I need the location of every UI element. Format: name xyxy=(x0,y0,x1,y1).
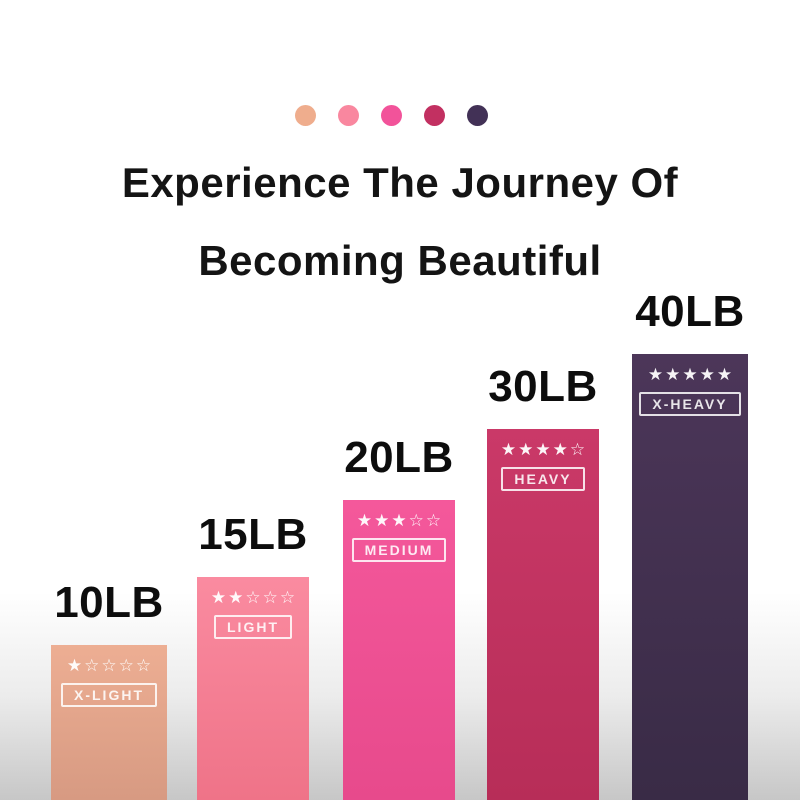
weight-label: 10LB xyxy=(54,578,164,627)
resistance-band-bar: ★☆☆☆☆ X-LIGHT xyxy=(51,645,167,800)
title-line-2: Becoming Beautiful xyxy=(198,237,602,284)
star-rating: ★☆☆☆☆ xyxy=(66,656,154,675)
medium-dot xyxy=(380,105,402,126)
band-column-medium: 20LB ★★★☆☆ MEDIUM xyxy=(343,436,455,800)
star-rating: ★★★★☆ xyxy=(500,440,588,459)
level-tag: X-HEAVY xyxy=(639,392,741,416)
weight-label: 40LB xyxy=(635,287,745,336)
star-rating: ★★☆☆☆ xyxy=(210,588,298,607)
page-title: Experience The Journey Of Becoming Beaut… xyxy=(0,144,800,300)
weight-label: 30LB xyxy=(488,362,598,411)
resistance-band-bar: ★★★★☆ HEAVY xyxy=(487,429,599,800)
resistance-band-bar: ★★☆☆☆ LIGHT xyxy=(197,577,309,800)
level-tag: X-LIGHT xyxy=(61,683,157,707)
band-column-x-heavy: 40LB ★★★★★ X-HEAVY xyxy=(632,290,748,800)
title-line-1: Experience The Journey Of xyxy=(121,159,679,206)
star-rating: ★★★★★ xyxy=(647,365,735,384)
resistance-band-bar: ★★★☆☆ MEDIUM xyxy=(343,500,455,800)
band-column-light: 15LB ★★☆☆☆ LIGHT xyxy=(197,513,309,800)
light-dot xyxy=(337,105,359,126)
band-column-heavy: 30LB ★★★★☆ HEAVY xyxy=(487,365,599,800)
x-light-dot xyxy=(294,105,316,126)
star-rating: ★★★☆☆ xyxy=(356,511,444,530)
heavy-dot xyxy=(423,105,445,126)
weight-label: 15LB xyxy=(198,510,308,559)
level-tag: MEDIUM xyxy=(351,538,447,562)
weight-label: 20LB xyxy=(344,433,454,482)
level-tag: HEAVY xyxy=(501,467,585,491)
resistance-band-bar: ★★★★★ X-HEAVY xyxy=(632,354,748,800)
level-tag: LIGHT xyxy=(214,615,292,639)
band-column-x-light: 10LB ★☆☆☆☆ X-LIGHT xyxy=(51,581,167,800)
palette-dots xyxy=(0,105,791,126)
x-heavy-dot xyxy=(466,105,488,126)
